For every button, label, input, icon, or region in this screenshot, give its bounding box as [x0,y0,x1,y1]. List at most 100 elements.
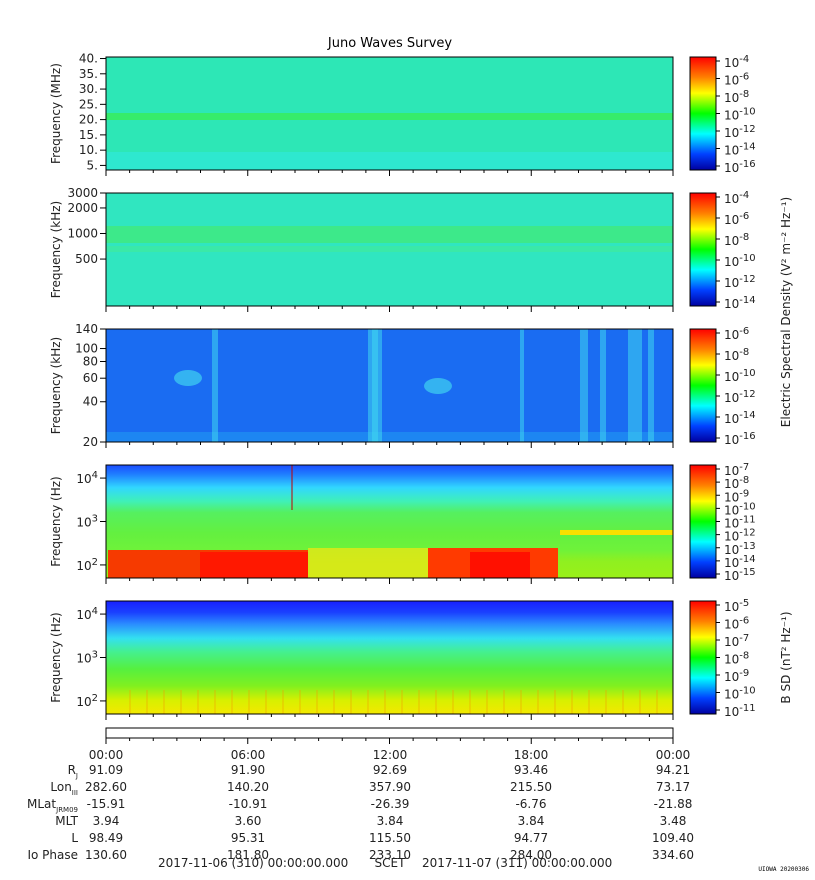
ephemeris-time: 00:00 [89,748,124,762]
chart-title: Juno Waves Survey [327,36,453,51]
ephemeris-value: 3.84 [518,814,545,828]
panel4-ylabel: Frequency (Hz) [49,476,63,567]
panel5-colorbar-label: B SD (nT² Hz⁻¹) [779,611,793,703]
ephemeris-value: -15.91 [87,797,126,811]
ephemeris-value: 215.50 [510,780,552,794]
ephemeris-date-end: 2017-11-07 (311) 00:00:00.000 [422,856,612,870]
panel5-cbar-label: 10-8 [724,651,749,667]
ephemeris-time: 06:00 [231,748,266,762]
panel1-cbar-label: 10-10 [724,107,756,123]
panel2-ytick-label: 1000 [67,227,98,241]
panel4-cbar-label: 10-8 [724,475,749,491]
time-axis-frame [105,727,674,739]
ephemeris-value: 91.09 [89,763,123,777]
panel5-ytick-label: 103 [76,650,98,666]
panel3-ytick-label: 140 [75,322,98,336]
panel4-cbar-label: 10-13 [724,541,756,557]
ephemeris-value: 130.60 [85,848,127,862]
panel3-ytick-label: 100 [75,342,98,356]
ephemeris-time: 00:00 [656,748,691,762]
ephemeris-label: RJ [68,763,78,780]
panel1-cbar-label: 10-6 [724,72,749,88]
ephemeris-value: 3.60 [235,814,262,828]
panel2-cbar-label: 10-14 [724,295,756,311]
panel2-band-1000khz [106,226,673,243]
time-axis [105,727,674,744]
ephemeris-value: 284.00 [510,848,552,862]
panel4-colorbar [689,464,717,579]
panel5-cbar-label: 10-7 [724,633,749,649]
panel1-ytick-label: 25. [79,97,98,111]
panel2-cbar-label: 10-6 [724,211,749,227]
panel5-cbar-label: 10-9 [724,668,749,684]
panel3-cbar-label: 10-14 [724,410,756,426]
panel4-ytick-label: 103 [76,514,98,530]
panel3-ylabel: Frequency (kHz) [49,337,63,434]
panel1-colorbar [689,56,717,171]
panel3-streak [372,329,378,442]
panel3-cbar-label: 10-16 [724,431,756,447]
panel2-cbar-label: 10-12 [724,274,756,290]
panel4-emission-left-core [200,552,308,578]
ephemeris-value: 357.90 [369,780,411,794]
panel4-cbar-label: 10-7 [724,462,749,478]
panel1-ytick-label: 5. [87,158,98,172]
ephemeris-value: -21.88 [654,797,693,811]
ephemeris-value: 3.94 [93,814,120,828]
panel3-ytick-label: 60 [83,371,98,385]
panel3-cbar-label: 10-10 [724,368,756,384]
panel1-low-band [106,152,673,170]
panel3-streak [636,329,642,442]
panel1-band-21mhz [106,113,673,120]
panel1-cbar-label: 10-8 [724,89,749,105]
panel1-ytick-label: 30. [79,82,98,96]
panel1-ytick-label: 10. [79,143,98,157]
ephemeris-value: 94.21 [656,763,690,777]
panel4-emission-mid [308,548,428,578]
panel1-ytick-label: 20. [79,113,98,127]
panel3-streak [520,329,524,442]
panel1-ylabel: Frequency (MHz) [49,63,63,164]
ephemeris-value: 115.50 [369,831,411,845]
panel5-ytick-label: 104 [76,606,98,622]
ephemeris-value: 98.49 [89,831,123,845]
ephemeris-value: -10.91 [229,797,268,811]
panel5-ytick-label: 102 [76,693,98,709]
ephemeris-value: 140.20 [227,780,269,794]
panel1-cbar-label: 10-16 [724,159,756,175]
panel3-streak [212,329,218,442]
ephemeris-time: 12:00 [373,748,408,762]
panel3-cbar-label: 10-8 [724,347,749,363]
panel2-ytick-label: 3000 [67,186,98,200]
panel4-ytick-label: 102 [76,557,98,573]
ephemeris-value: 233.10 [369,848,411,862]
panel4-cbar-label: 10-9 [724,488,749,504]
panel1-cbar-label: 10-12 [724,124,756,140]
panel5-cbar-label: 10-6 [724,616,749,632]
panel3-ytick-label: 40 [83,395,98,409]
ephemeris-value: 109.40 [652,831,694,845]
panel4-cbar-label: 10-14 [724,554,756,570]
panel3-streak [600,329,606,442]
panel3-background [106,329,673,442]
panel3-ytick-label: 20 [83,435,98,449]
panel1-ytick-label: 15. [79,128,98,142]
ephemeris-value: 334.60 [652,848,694,862]
ephemeris-value: 92.69 [373,763,407,777]
ephemeris-label: MLatJRM09 [27,797,78,814]
panel5-background [106,601,673,714]
panel3-blob [174,370,202,386]
panel2-cbar-label: 10-8 [724,232,749,248]
ephemeris-label: Io Phase [27,848,78,862]
ephemeris: 00:00 06:00 12:00 18:00 00:00 RJ 91.09 91.90 92.… [27,748,694,870]
panel4: 102 103 104 Frequency (Hz) 10-710-810-910-10… [49,462,756,584]
panel5-ylabel: Frequency (Hz) [49,612,63,703]
panel2-cbar-label: 10-4 [724,190,749,206]
panel2-colorbar-label: Electric Spectral Density (V² m⁻² Hz⁻¹) [779,197,793,427]
panel3-low-band [106,432,673,442]
ephemeris-value: 282.60 [85,780,127,794]
panel3-blob [424,378,452,394]
panel2-cbar-label: 10-10 [724,253,756,269]
panel4-cbar-label: 10-12 [724,528,756,544]
